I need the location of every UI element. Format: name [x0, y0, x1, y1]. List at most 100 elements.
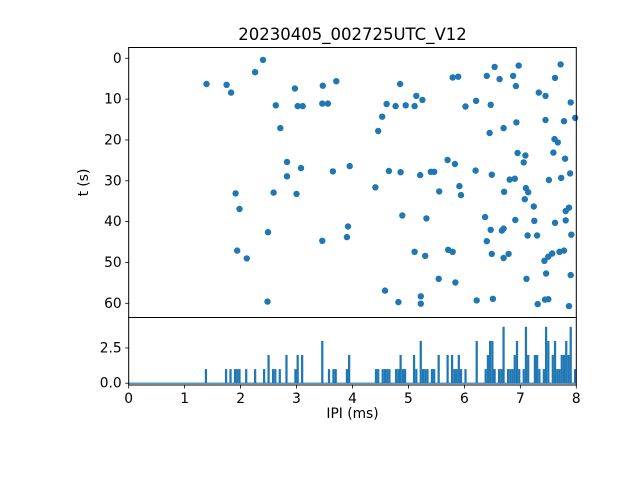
hist-bar: [518, 369, 521, 384]
scatter-point: [542, 270, 550, 277]
hist-bar: [301, 355, 304, 384]
hist-bar: [327, 369, 331, 384]
scatter-point: [455, 73, 462, 80]
hist-y-axis-ticks: 0.0 2.5: [100, 340, 129, 392]
scatter-point: [385, 167, 393, 175]
hist-bar: [401, 369, 404, 384]
scatter-point: [541, 257, 548, 264]
scatter-point: [396, 80, 404, 88]
hist-bar: [459, 369, 463, 384]
scatter-point: [419, 96, 426, 104]
hist-bar: [397, 369, 400, 384]
hist-bar: [388, 369, 391, 384]
scatter-point: [203, 80, 210, 88]
hist-bar: [386, 369, 389, 384]
scatter-point: [524, 232, 531, 239]
hist-bar: [424, 369, 427, 384]
hist-bar: [542, 369, 545, 384]
scatter-point: [483, 72, 490, 80]
scatter-point: [444, 156, 451, 164]
scatter-point: [402, 102, 409, 109]
scatter-point: [270, 189, 277, 196]
scatter-point: [324, 100, 332, 107]
scatter-point: [511, 175, 518, 182]
scatter-point: [451, 160, 459, 168]
scatter-point: [319, 82, 326, 89]
hist-bar: [377, 369, 380, 384]
scatter-point: [272, 102, 279, 109]
scatter-point: [381, 287, 389, 294]
scatter-point: [344, 223, 352, 230]
scatter-point: [558, 174, 565, 182]
hist-bar: [450, 355, 454, 384]
hist-bar: [204, 369, 208, 384]
scatter-point: [232, 190, 239, 197]
scatter-point: [483, 238, 490, 245]
hist-bar: [403, 369, 407, 384]
chart-title: 20230405_002725UTC_V12: [238, 25, 466, 45]
scatter-point: [413, 92, 420, 100]
hist-bar: [544, 326, 548, 384]
scatter-point: [417, 300, 424, 307]
hist-bar: [412, 355, 416, 384]
scatter-point: [534, 300, 541, 308]
hist-bar: [426, 369, 429, 384]
hist-bar: [332, 369, 335, 384]
scatter-point: [449, 248, 456, 255]
hist-bar: [348, 355, 351, 384]
scatter-point: [566, 170, 574, 177]
scatter-point: [343, 233, 351, 241]
hist-bar: [513, 355, 516, 384]
y-tick-label: 60: [104, 296, 122, 312]
scatter-point: [472, 97, 480, 105]
scatter-point: [514, 149, 521, 157]
hist-bar: [527, 355, 530, 384]
hist-bar: [446, 355, 449, 384]
hist-bar: [536, 355, 539, 384]
scatter-point: [236, 205, 243, 213]
scatter-point: [264, 229, 272, 236]
hist-bar: [224, 369, 228, 384]
scatter-point: [372, 184, 379, 191]
scatter-point: [560, 247, 568, 254]
scatter-point: [535, 89, 542, 96]
scatter-point: [243, 255, 250, 262]
y-axis-label: t (s): [76, 169, 92, 197]
hist-bar: [267, 355, 270, 384]
hist-bar: [433, 369, 436, 384]
x-tick-label: 6: [460, 391, 469, 407]
scatter-point: [568, 231, 575, 238]
scatter-point: [560, 118, 568, 125]
x-tick-label: 5: [404, 391, 413, 407]
hist-bar: [533, 355, 537, 384]
scatter-point: [500, 254, 507, 262]
scatter-point: [293, 190, 300, 198]
hist-bar: [229, 369, 232, 384]
scatter-point: [525, 189, 532, 196]
x-tick-label: 4: [348, 391, 357, 407]
hist-bar: [515, 340, 519, 384]
hist-bar: [500, 369, 503, 384]
hist-bar: [491, 340, 494, 384]
hist-bar: [538, 369, 541, 384]
scatter-point: [506, 176, 513, 183]
scatter-point: [346, 162, 353, 170]
hist-bar: [399, 355, 402, 384]
hist-bar: [486, 355, 490, 384]
hist-bar: [553, 340, 557, 384]
scatter-point: [481, 213, 489, 221]
hist-bar: [547, 340, 550, 384]
scatter-point: [472, 167, 479, 174]
y-tick-label: 20: [104, 132, 122, 148]
hist-bar: [245, 369, 248, 384]
scatter-point: [431, 168, 438, 175]
hist-bar: [383, 369, 387, 384]
scatter-point: [500, 124, 507, 132]
hist-bar: [236, 369, 239, 384]
scatter-point: [522, 152, 529, 159]
hist-bar: [334, 369, 337, 384]
scatter-point: [530, 203, 537, 210]
hist-bar: [278, 369, 281, 384]
hist-bar: [274, 369, 277, 384]
hist-bar: [511, 369, 514, 384]
